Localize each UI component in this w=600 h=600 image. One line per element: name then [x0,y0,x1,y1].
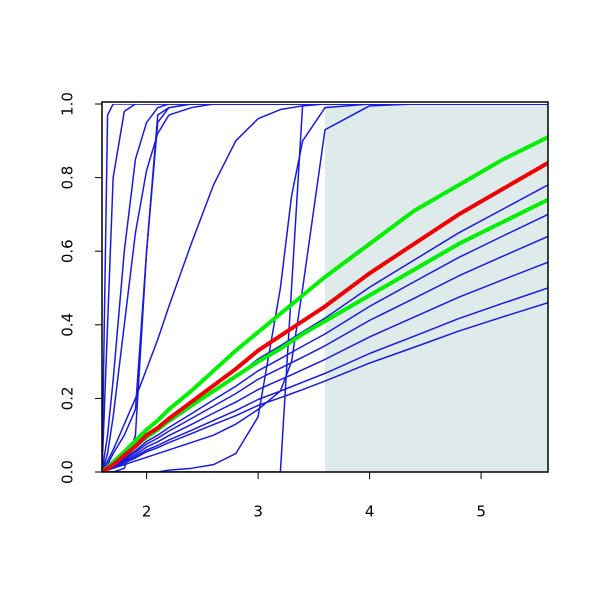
series-line [102,104,548,472]
series-line [102,104,548,472]
y-tick-label: 0.6 [59,239,77,263]
y-tick-label: 0.8 [59,166,77,190]
series-line [102,302,548,472]
series-line [102,104,548,472]
plot-frame [101,101,549,473]
x-tick-label: 3 [253,503,263,521]
series-line [102,235,548,472]
plot-area [102,104,548,472]
x-tick-label: 2 [142,503,152,521]
y-tick-label: 0.2 [59,386,77,410]
x-tick-label: 5 [476,503,486,521]
series-line [102,104,548,472]
series-line [102,213,548,472]
y-tick-label: 1.0 [59,92,77,116]
y-tick-label: 0.4 [59,313,77,337]
series-line [102,161,548,472]
series-line [102,261,548,472]
series-line [102,135,548,472]
x-tick-label: 4 [365,503,375,521]
shaded-region [325,104,548,472]
series-line [102,287,548,472]
series-line [102,104,548,472]
series-line [102,104,548,472]
y-tick-label: 0.0 [59,460,77,484]
series-line [102,104,548,472]
